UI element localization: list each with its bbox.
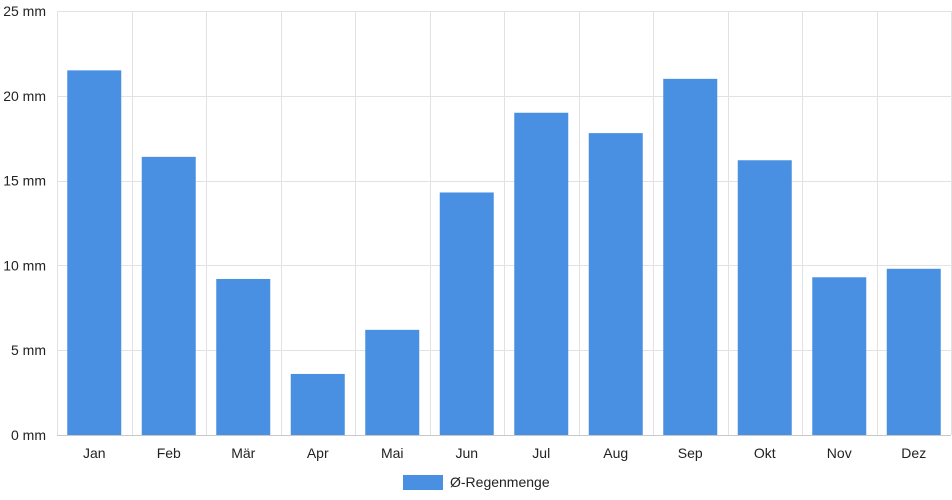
x-tick-label: Jun (455, 445, 478, 461)
legend-label[interactable]: Ø-Regenmenge (450, 474, 550, 490)
legend[interactable]: Ø-Regenmenge (403, 474, 550, 490)
label-layer: 0 mm 5 mm 10 mm 15 mm 20 mm 25 mm Jan Feb Mär Apr… (3, 3, 926, 461)
x-tick-label: Okt (754, 445, 776, 461)
bar[interactable] (514, 112, 569, 435)
y-tick-label: 10 mm (3, 257, 46, 273)
x-tick-label: Dez (901, 445, 926, 461)
bar[interactable] (290, 373, 345, 435)
bar[interactable] (886, 268, 941, 435)
x-tick-label: Aug (603, 445, 628, 461)
bar[interactable] (365, 329, 420, 435)
x-tick-label: Jul (532, 445, 550, 461)
y-tick-label: 25 mm (3, 3, 46, 19)
y-tick-label: 20 mm (3, 88, 46, 104)
bar[interactable] (216, 278, 271, 435)
x-tick-label: Sep (678, 445, 703, 461)
bar[interactable] (812, 277, 867, 435)
bar[interactable] (663, 78, 718, 435)
y-tick-label: 15 mm (3, 173, 46, 189)
bar[interactable] (141, 156, 196, 435)
grid-layer (57, 11, 952, 436)
x-tick-label: Feb (157, 445, 181, 461)
y-tick-label: 5 mm (11, 342, 46, 358)
x-tick-label: Apr (307, 445, 329, 461)
x-tick-label: Nov (827, 445, 852, 461)
x-tick-label: Mai (381, 445, 404, 461)
bar[interactable] (737, 160, 792, 436)
bar[interactable] (588, 133, 643, 435)
bar[interactable] (67, 70, 122, 436)
legend-swatch[interactable] (403, 475, 443, 490)
x-tick-label: Jan (83, 445, 106, 461)
x-tick-label: Mär (231, 445, 255, 461)
bar-layer (67, 70, 941, 436)
y-tick-label: 0 mm (11, 427, 46, 443)
bar[interactable] (439, 192, 494, 435)
